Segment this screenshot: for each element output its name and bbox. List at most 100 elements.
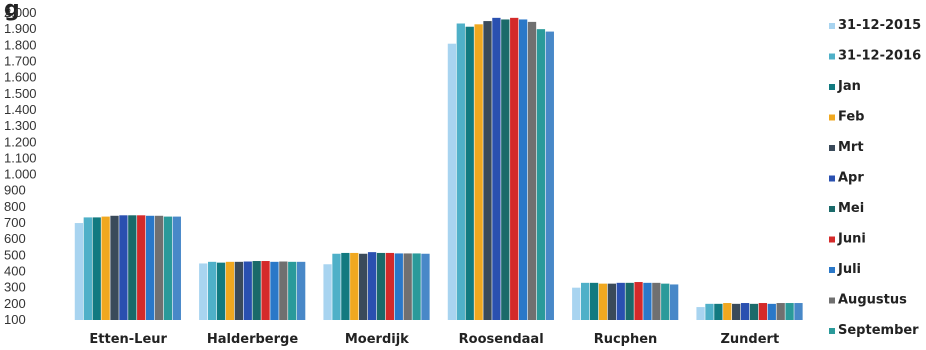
y-tick-label: 500 — [4, 247, 26, 262]
bar — [767, 303, 776, 320]
legend: 31-12-2015 31-12-2016 Jan Feb Mrt Apr Mei Juni J… — [829, 18, 921, 338]
bar — [465, 26, 474, 320]
bar — [670, 284, 679, 320]
legend-swatch — [829, 236, 835, 243]
legend-swatch — [829, 175, 835, 182]
bar — [323, 264, 332, 320]
bar — [243, 261, 252, 320]
chart-title-fragment: g — [4, 0, 20, 22]
bar — [92, 217, 101, 320]
y-tick-label: 1.500 — [4, 86, 37, 101]
y-tick-label: 1.000 — [4, 167, 37, 182]
bar — [110, 215, 119, 320]
bar — [145, 215, 155, 320]
bar — [412, 253, 421, 320]
x-tick-label: Halderberge — [207, 332, 298, 347]
bar — [794, 303, 803, 320]
y-tick-label: 1.800 — [4, 37, 37, 52]
bar — [714, 303, 723, 320]
y-tick-label: 1.100 — [4, 150, 37, 165]
bar — [216, 262, 226, 320]
bar — [598, 283, 608, 320]
bar — [367, 252, 377, 320]
bar — [421, 253, 430, 320]
legend-swatch — [829, 145, 835, 151]
legend-label: Juli — [837, 262, 861, 277]
legend-swatch — [829, 206, 835, 212]
legend-label: Mrt — [838, 140, 864, 155]
y-tick-label: 2.000 — [4, 5, 37, 20]
bar — [785, 303, 794, 320]
bar — [74, 223, 84, 320]
legend-label: September — [838, 323, 919, 338]
y-tick-label: 1.200 — [4, 134, 37, 149]
legend-swatch — [829, 297, 835, 304]
y-tick-label: 1.900 — [4, 21, 37, 36]
bar — [474, 24, 483, 321]
legend-label: Augustus — [838, 293, 907, 308]
bar — [696, 307, 705, 320]
bar — [447, 43, 457, 320]
bar — [456, 23, 465, 320]
bar — [634, 282, 643, 320]
bar — [350, 252, 359, 320]
bar — [518, 19, 528, 321]
bar — [581, 282, 590, 320]
legend-label: Feb — [838, 110, 864, 125]
legend-label: 31-12-2016 — [838, 49, 921, 64]
bar — [607, 283, 616, 320]
bar — [154, 215, 164, 320]
bar — [776, 303, 785, 320]
bar — [225, 261, 235, 320]
y-tick-label: 400 — [4, 264, 26, 279]
y-tick-label: 800 — [4, 199, 26, 214]
y-tick-label: 700 — [4, 215, 26, 230]
y-tick-label: 100 — [4, 312, 26, 327]
bar — [172, 216, 181, 320]
bar — [652, 282, 661, 320]
x-tick-label: Etten-Leur — [89, 332, 167, 347]
x-axis: Etten-Leur Halderberge Moerdijk Roosendaal R… — [89, 332, 779, 347]
bar — [616, 282, 625, 320]
bar — [101, 216, 110, 320]
bar — [749, 303, 759, 320]
bar — [83, 217, 92, 320]
bar — [510, 17, 519, 320]
bar — [661, 283, 670, 320]
bar — [128, 215, 137, 320]
bar — [137, 215, 146, 320]
bar — [208, 261, 217, 320]
y-tick-label: 600 — [4, 231, 26, 246]
bar — [252, 261, 261, 320]
bar — [288, 261, 297, 320]
bar — [385, 252, 395, 320]
x-tick-label: Zundert — [720, 332, 779, 347]
bar — [403, 253, 412, 320]
bar — [705, 303, 714, 320]
bar — [589, 282, 599, 320]
x-tick-label: Rucphen — [594, 332, 658, 347]
bar — [483, 21, 492, 321]
bar — [297, 261, 306, 320]
bar — [199, 263, 208, 320]
bar — [234, 261, 243, 320]
legend-label: Juni — [837, 232, 866, 247]
bar — [261, 261, 270, 320]
y-tick-label: 1.400 — [4, 102, 37, 117]
legend-label: Apr — [838, 171, 864, 186]
bar — [376, 252, 386, 320]
legend-swatch — [829, 328, 835, 334]
x-tick-label: Moerdijk — [345, 332, 409, 347]
legend-swatch — [829, 53, 835, 60]
bar — [163, 216, 173, 320]
bar — [332, 253, 341, 320]
legend-label: Jan — [837, 79, 861, 94]
y-tick-label: 1.300 — [4, 118, 37, 133]
y-tick-label: 1.700 — [4, 53, 37, 68]
bar — [758, 303, 768, 320]
bar — [492, 17, 501, 320]
y-tick-label: 900 — [4, 183, 26, 198]
bar — [723, 303, 732, 320]
